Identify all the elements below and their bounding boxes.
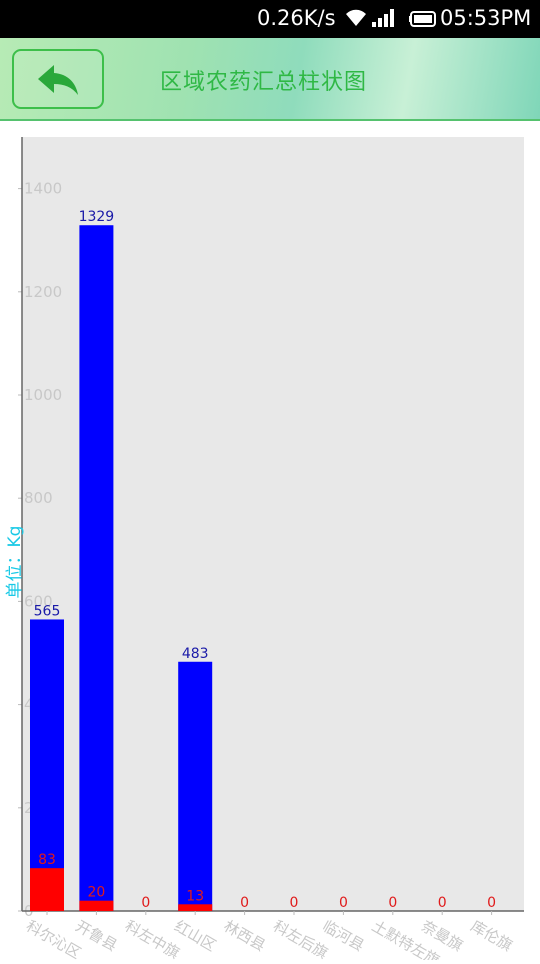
y-axis-label: 单位：Kg [5, 526, 25, 599]
x-tick-label: 林西县 [221, 917, 269, 955]
data-label-total: 483 [182, 646, 209, 662]
battery-icon [409, 11, 437, 31]
bar-chart: 0200400600800100012001400单位：Kg56583科尔沁区1… [0, 121, 540, 964]
back-arrow-icon [38, 65, 78, 95]
y-tick-label: 800 [24, 489, 53, 507]
data-label-sub: 0 [487, 895, 496, 911]
y-tick-label: 1000 [24, 386, 62, 404]
data-label-sub: 0 [290, 895, 299, 911]
data-label-sub: 0 [388, 895, 397, 911]
bar-sub [30, 868, 64, 911]
data-label-total: 565 [34, 603, 61, 619]
data-label-sub: 0 [141, 895, 150, 911]
x-tick-label: 科左中旗 [122, 917, 183, 960]
x-tick-label: 科尔沁区 [23, 917, 84, 960]
bar-total [30, 619, 64, 911]
data-label-sub: 83 [38, 852, 56, 868]
data-label-total: 1329 [79, 209, 115, 225]
data-label-sub: 13 [186, 888, 204, 904]
status-bar: 0.26K/s 05:53PM [0, 0, 540, 38]
bar-sub [79, 900, 114, 911]
data-label-sub: 0 [240, 895, 249, 911]
wifi-icon [344, 8, 368, 32]
bar-chart-svg: 0200400600800100012001400单位：Kg56583科尔沁区1… [5, 137, 524, 964]
title-bar: 区域农药汇总柱状图 [0, 38, 540, 121]
data-label-sub: 0 [339, 895, 348, 911]
page-title: 区域农药汇总柱状图 [160, 70, 368, 95]
bar-sub [178, 904, 213, 911]
clock: 05:53PM [440, 6, 532, 30]
network-speed: 0.26K/s [257, 6, 336, 30]
y-tick-label: 600 [24, 592, 53, 610]
bar-total [79, 225, 114, 912]
signal-icon [372, 9, 398, 31]
x-tick-label: 库伦旗 [468, 917, 516, 955]
back-button[interactable] [12, 49, 104, 109]
x-tick-label: 科左后旗 [270, 917, 331, 960]
y-tick-label: 1200 [24, 283, 62, 301]
y-tick-label: 1400 [24, 180, 62, 198]
data-label-sub: 0 [438, 895, 447, 911]
data-label-sub: 20 [87, 885, 105, 901]
bar-total [178, 661, 213, 911]
